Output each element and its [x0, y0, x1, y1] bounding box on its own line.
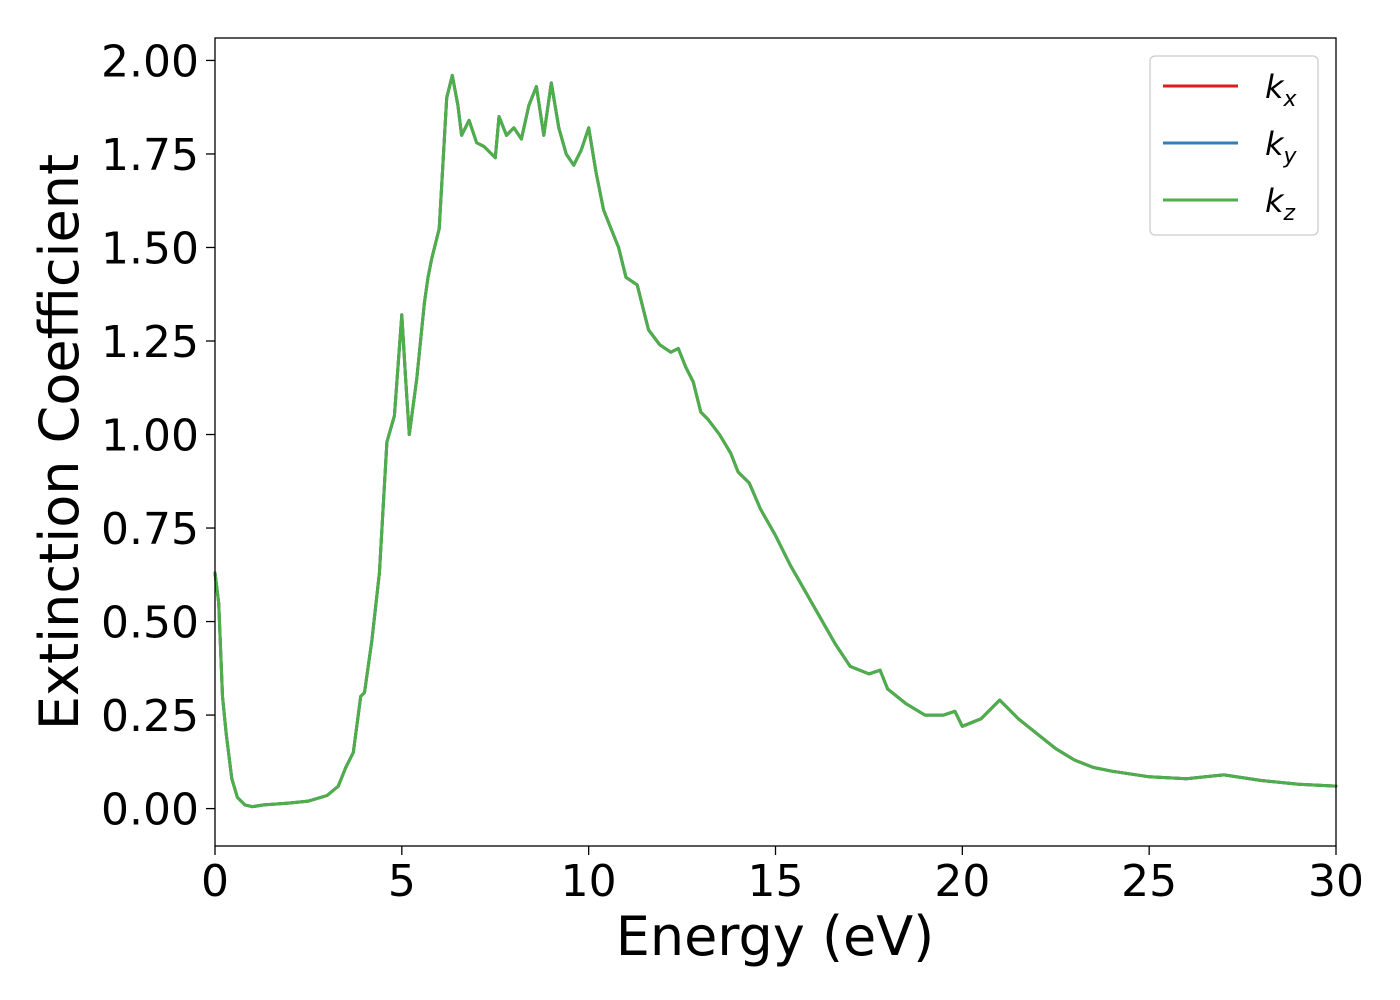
y-tick-label: 1.25	[101, 317, 199, 368]
x-axis-label: Energy (eV)	[616, 905, 935, 968]
x-tick-label: 10	[561, 856, 617, 907]
series-layer	[213, 73, 1338, 809]
y-axis-label: Extinction Coefficient	[28, 154, 91, 730]
y-tick-label: 0.25	[101, 691, 199, 742]
y-tick-label: 0.00	[101, 785, 199, 836]
y-tick-label: 2.00	[101, 36, 199, 87]
series-line-kz	[213, 73, 1338, 809]
y-tick-label: 1.50	[101, 223, 199, 274]
y-axis-ticks: 0.00 0.25 0.50 0.75 1.00 1.25 1.50 1.75 2.00	[101, 36, 215, 836]
x-axis-ticks: 0 5 10 15 20 25 30	[201, 846, 1364, 907]
y-tick-label: 1.00	[101, 411, 199, 462]
x-tick-label: 5	[388, 856, 416, 907]
x-tick-label: 0	[201, 856, 229, 907]
plot-background	[215, 38, 1336, 846]
x-tick-label: 30	[1308, 856, 1364, 907]
x-tick-label: 25	[1121, 856, 1177, 907]
x-tick-label: 20	[934, 856, 990, 907]
legend-label-ky: ky	[1265, 125, 1298, 169]
y-tick-label: 1.75	[101, 130, 199, 181]
legend-box	[1149, 55, 1319, 236]
y-tick-label: 0.50	[101, 598, 199, 649]
x-tick-label: 15	[748, 856, 804, 907]
y-tick-label: 0.75	[101, 504, 199, 555]
